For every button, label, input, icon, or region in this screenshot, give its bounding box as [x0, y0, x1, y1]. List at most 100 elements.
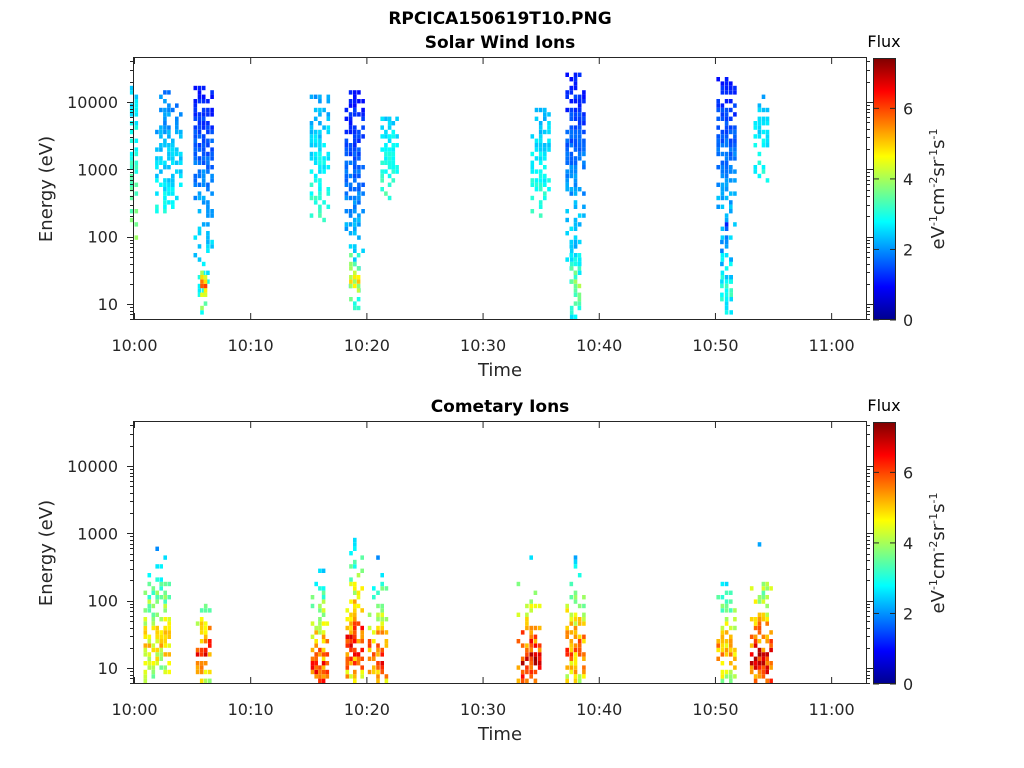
flux-pixel [349, 551, 353, 556]
flux-pixel [753, 143, 758, 148]
flux-pixel [753, 639, 758, 644]
flux-pixel [384, 151, 388, 157]
flux-pixel [529, 625, 533, 631]
flux-pixel [720, 634, 725, 639]
flux-pixel [151, 647, 156, 653]
flux-pixel [533, 639, 538, 644]
flux-pixel [353, 204, 357, 209]
flux-pixel [147, 643, 152, 648]
flux-pixel [757, 647, 762, 653]
flux-pixel [155, 639, 159, 644]
flux-pixel [520, 643, 525, 648]
flux-pixel [322, 143, 326, 148]
flux-pixel [372, 639, 376, 644]
flux-pixel [720, 134, 725, 139]
flux-pixel [387, 147, 392, 152]
flux-pixel [573, 204, 578, 209]
x-tick-label: 10:50 [692, 336, 738, 355]
flux-pixel [206, 213, 210, 218]
flux-pixel [163, 204, 167, 209]
flux-pixel [313, 195, 318, 201]
flux-pixel [344, 129, 349, 135]
y-tick-label: 100 [87, 228, 118, 247]
flux-pixel [167, 178, 171, 183]
flux-pixel [543, 112, 547, 117]
flux-pixel [318, 195, 322, 201]
y-tick-label: 1000 [77, 160, 118, 179]
flux-pixel [749, 586, 754, 591]
x-axis-label: Time [477, 724, 522, 745]
flux-pixel [134, 160, 139, 165]
flux-pixel [569, 138, 574, 143]
flux-pixel [538, 147, 543, 152]
flux-pixel [197, 182, 202, 187]
flux-pixel [199, 661, 204, 666]
flux-pixel [349, 625, 353, 631]
flux-pixel [163, 195, 167, 201]
flux-pixel [573, 235, 578, 240]
flux-pixel [353, 129, 357, 135]
flux-pixel [318, 165, 322, 170]
flux-pixel [391, 169, 396, 174]
flux-pixel [757, 151, 762, 157]
x-tick-label: 10:40 [576, 700, 622, 719]
flux-pixel [720, 81, 725, 86]
flux-pixel [761, 143, 766, 148]
flux-pixel [380, 647, 384, 653]
flux-pixel [155, 165, 159, 170]
flux-pixel [729, 669, 733, 675]
flux-pixel [724, 301, 729, 306]
flux-pixel [348, 213, 353, 218]
flux-pixel [729, 125, 733, 130]
flux-pixel [765, 143, 770, 148]
flux-pixel [159, 107, 163, 113]
flux-pixel [175, 125, 179, 130]
flux-pixel [326, 151, 331, 157]
flux-pixel [361, 134, 365, 139]
flux-pixel [348, 112, 353, 117]
flux-pixel [360, 674, 364, 679]
flux-pixel [577, 129, 582, 135]
flux-pixel [724, 603, 729, 609]
flux-pixel [582, 138, 586, 143]
flux-pixel [159, 643, 163, 648]
flux-pixel [313, 151, 318, 157]
flux-pixel [577, 253, 582, 258]
flux-pixel [757, 612, 762, 617]
flux-pixel [206, 143, 210, 148]
flux-pixel [724, 239, 729, 245]
x-axis-label: Time [477, 360, 522, 381]
flux-pixel [309, 213, 314, 218]
flux-pixel [724, 187, 729, 192]
flux-pixel [582, 656, 586, 661]
flux-pixel [356, 305, 361, 311]
flux-pixel [565, 169, 569, 174]
flux-pixel [353, 94, 357, 99]
flux-pixel [729, 292, 733, 297]
flux-pixel [163, 178, 167, 183]
flux-pixel [314, 665, 318, 670]
flux-pixel [171, 200, 175, 205]
flux-pixel [179, 169, 183, 174]
flux-pixel [325, 661, 330, 666]
flux-pixel [353, 634, 357, 639]
flux-pixel [195, 669, 200, 675]
flux-pixel [543, 178, 547, 183]
flux-pixel [318, 647, 322, 653]
flux-pixel [201, 182, 206, 187]
flux-pixel [167, 156, 171, 161]
colorbar-title: Flux [867, 396, 900, 415]
flux-pixel [761, 94, 766, 99]
flux-pixel [537, 603, 542, 609]
flux-pixel [353, 279, 357, 284]
flux-pixel [376, 617, 380, 622]
flux-pixel [582, 143, 586, 148]
flux-pixel [155, 595, 159, 600]
flux-pixel [349, 621, 353, 626]
flux-pixel [129, 165, 134, 170]
flux-pixel [147, 595, 152, 600]
flux-pixel [349, 656, 353, 661]
flux-pixel [749, 665, 754, 670]
flux-pixel [163, 200, 167, 205]
